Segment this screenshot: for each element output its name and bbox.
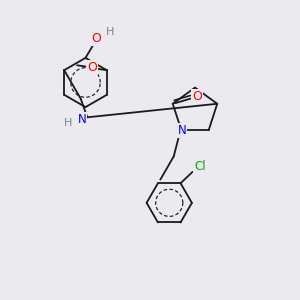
Text: Cl: Cl xyxy=(194,160,206,173)
Text: H: H xyxy=(106,27,114,37)
Text: N: N xyxy=(77,113,86,126)
Text: O: O xyxy=(192,90,202,104)
Text: O: O xyxy=(91,32,101,45)
Text: O: O xyxy=(87,61,97,74)
Text: H: H xyxy=(64,118,72,128)
Text: N: N xyxy=(178,124,186,137)
